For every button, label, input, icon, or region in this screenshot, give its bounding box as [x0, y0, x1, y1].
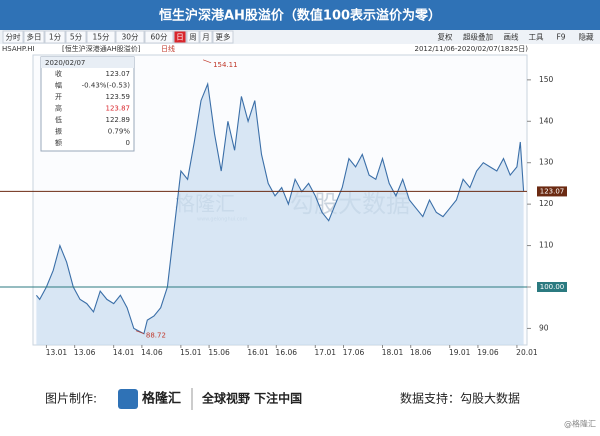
toolbar-label: 30分 [121, 33, 139, 42]
area [36, 84, 524, 345]
toolbar-label[interactable]: 超级叠加 [463, 32, 493, 42]
annotation: 88.72 [146, 332, 166, 340]
quote-value: 123.59 [106, 93, 131, 101]
x-tick-label: 13.01 [46, 348, 68, 357]
x-tick-label: 17.06 [343, 348, 365, 357]
toolbar-label[interactable]: 画线 [504, 32, 519, 42]
quote-key: 高 [55, 104, 62, 113]
footer [0, 375, 600, 432]
x-tick-label: 16.06 [276, 348, 298, 357]
annotation: 154.11 [213, 61, 238, 69]
y-tick-label: 90 [539, 323, 549, 332]
ref-label-box [537, 282, 567, 292]
toolbar-label[interactable]: 工具 [529, 33, 544, 42]
quote-value: 123.07 [106, 70, 131, 78]
toolbar-label: 60分 [150, 33, 168, 42]
toolbar-button[interactable] [2, 30, 24, 44]
quote-key: 幅 [55, 81, 62, 90]
toolbar-label[interactable]: F9 [556, 33, 565, 42]
quote-key: 低 [55, 115, 62, 124]
x-tick-label: 17.01 [315, 348, 337, 357]
toolbar-button[interactable] [173, 30, 187, 44]
toolbar-button[interactable] [186, 30, 200, 44]
x-tick-label: 20.01 [516, 348, 538, 357]
x-tick-label: 16.01 [247, 348, 269, 357]
toolbar-label: 15分 [92, 33, 110, 42]
toolbar-button[interactable] [115, 30, 145, 44]
quote-value: 122.89 [106, 116, 131, 124]
toolbar-label[interactable]: 隐藏 [579, 32, 594, 42]
code: HSAHP.HI [2, 45, 35, 53]
annotation-pointer [135, 330, 145, 335]
quote-panel [40, 56, 135, 152]
quote-date: 2020/02/07 [45, 59, 85, 67]
period: 日线 [161, 44, 175, 53]
source: 数据支持：勾股大数据 [400, 391, 520, 406]
toolbar-button[interactable] [86, 30, 116, 44]
toolbar-label: 更多 [216, 32, 231, 42]
quote-key: 开 [55, 93, 62, 101]
range: 2012/11/06-2020/02/07(1825日) [415, 45, 529, 53]
quote-value: 0 [126, 139, 130, 147]
y-tick-label: 110 [539, 241, 554, 250]
ref-label: 100.00 [540, 283, 565, 291]
toolbar-button[interactable] [212, 30, 234, 44]
y-tick-label: 140 [539, 116, 554, 125]
annotation-pointer [202, 59, 212, 64]
quote-key: 振 [55, 127, 62, 136]
line [35, 81, 525, 335]
made-by: 图片制作: [45, 392, 97, 406]
x-tick-label: 18.06 [410, 348, 432, 357]
x-tick-label: 18.01 [382, 348, 404, 357]
ref-label: 123.07 [540, 187, 565, 195]
toolbar-label: 月 [202, 33, 210, 42]
brand: 格隆汇 [142, 391, 181, 407]
x-tick-label: 15.06 [208, 348, 230, 357]
info-row [0, 44, 600, 54]
x-tick-label: 15.01 [180, 348, 202, 357]
toolbar-button[interactable] [44, 30, 66, 44]
y-tick-label: 150 [539, 75, 554, 84]
x-tick-label: 13.06 [74, 348, 96, 357]
quote-value: 0.79% [108, 128, 131, 136]
toolbar-button[interactable] [199, 30, 213, 44]
quote-value: -0.43%(-0.53) [82, 82, 131, 90]
quote-key: 额 [55, 138, 62, 147]
toolbar-label: 周 [189, 33, 197, 42]
toolbar-label: 多日 [27, 32, 42, 42]
toolbar-button[interactable] [23, 30, 45, 44]
logo [118, 389, 138, 409]
toolbar-button[interactable] [65, 30, 87, 44]
quote-date-bg [41, 57, 134, 68]
x-tick-label: 14.06 [141, 348, 163, 357]
y-tick-label: 120 [539, 199, 554, 208]
quote-key: 收 [55, 69, 62, 78]
quote-value: 123.87 [106, 105, 131, 113]
toolbar-label[interactable]: 复权 [438, 32, 453, 42]
x-tick-label: 19.06 [477, 348, 499, 357]
x-tick-label: 14.01 [113, 348, 135, 357]
toolbar-label: 分时 [6, 32, 21, 42]
y-tick-label: 130 [539, 158, 554, 167]
toolbar-label: 日 [176, 33, 184, 42]
name: [恒生沪深港通AH股溢价] [62, 44, 141, 53]
slogan: 全球视野 下注中国 [201, 391, 302, 406]
title-bar [0, 0, 600, 30]
credit: @格隆汇 [564, 419, 596, 429]
ref-label-box [537, 186, 567, 197]
toolbar-button[interactable] [144, 30, 174, 44]
title: 恒生沪深港AH股溢价（数值100表示溢价为零） [159, 8, 441, 24]
x-tick-label: 19.01 [449, 348, 471, 357]
toolbar-label: 1分 [49, 33, 62, 42]
toolbar-label: 5分 [70, 33, 83, 42]
